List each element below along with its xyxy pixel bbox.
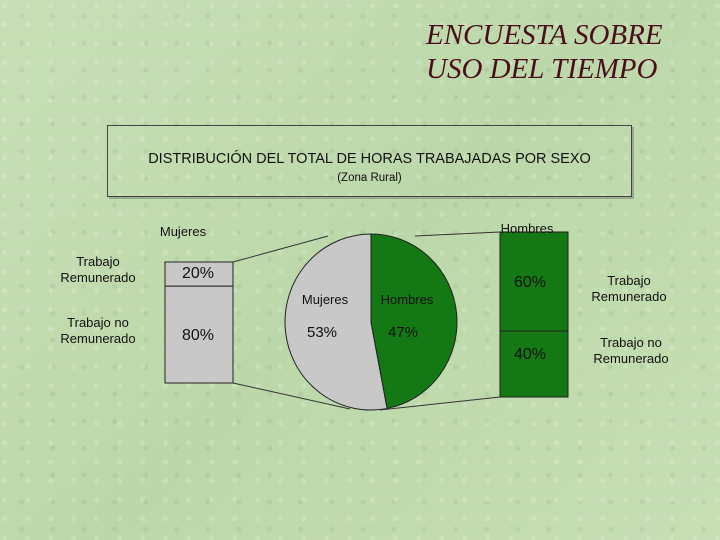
connector-mujeres-top	[232, 235, 329, 263]
bar-mujeres-value-remunerado: 20%	[182, 265, 214, 282]
chart-subtitle-box: DISTRIBUCIÓN DEL TOTAL DE HORAS TRABAJAD…	[107, 125, 632, 197]
pie-slice-mujeres	[284, 233, 388, 411]
bar-mujeres-segment-1	[164, 285, 234, 384]
connector-hombres-top	[414, 231, 501, 237]
page-title: ENCUESTA SOBRE USO DEL TIEMPO	[426, 18, 716, 86]
title-line-2: USO DEL TIEMPO	[426, 53, 658, 85]
connector-mujeres-bottom	[232, 382, 351, 410]
bar-mujeres-category-remunerado: Trabajo Remunerado	[60, 254, 135, 285]
pie-slice-hombres	[370, 233, 458, 410]
bar-mujeres-value-no-remunerado: 80%	[182, 327, 214, 344]
connector-hombres-bottom	[379, 396, 501, 411]
bar-hombres-title: Hombres	[501, 221, 554, 236]
bar-hombres-value-remunerado: 60%	[514, 274, 546, 291]
bar-hombres-value-no-remunerado: 40%	[514, 346, 546, 363]
pie-label-hombres: Hombres	[381, 292, 434, 307]
pie-value-hombres: 47%	[388, 324, 418, 341]
bar-hombres-category-no-remunerado: Trabajo no Remunerado	[593, 335, 668, 366]
bar-hombres-category-remunerado: Trabajo Remunerado	[591, 273, 666, 304]
pie-label-mujeres: Mujeres	[302, 292, 349, 307]
pie-value-mujeres: 53%	[307, 324, 337, 341]
bar-mujeres-title: Mujeres	[160, 224, 207, 239]
title-line-1: ENCUESTA SOBRE	[426, 19, 663, 51]
bar-mujeres-category-no-remunerado: Trabajo no Remunerado	[60, 315, 135, 346]
bar-hombres-segment-1	[499, 330, 569, 398]
chart-subtitle: DISTRIBUCIÓN DEL TOTAL DE HORAS TRABAJAD…	[148, 151, 591, 167]
chart-subtitle-zone: (Zona Rural)	[337, 172, 402, 184]
